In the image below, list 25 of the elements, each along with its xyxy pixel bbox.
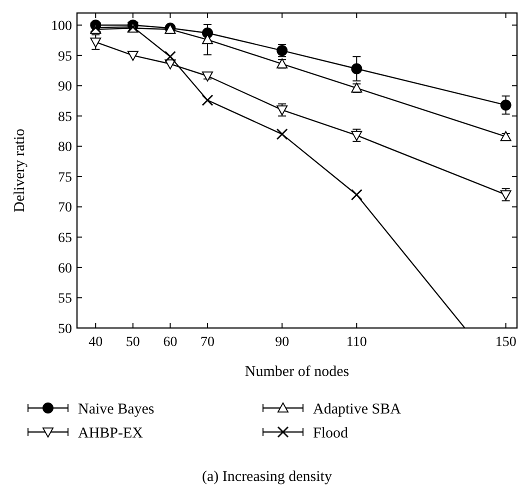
x-tick-label: 60 [163,335,178,350]
text: (a) Increasing density [202,469,332,485]
y-tick-label: 85 [58,110,72,125]
x-tick-label: 50 [126,335,140,350]
y-tick-label: 70 [58,200,72,216]
x-tick-label: 90 [275,335,290,350]
y-tick-label: 50 [58,322,72,337]
x-axis-title: Number of nodes [244,364,350,380]
y-tick-label: 60 [58,261,72,276]
legend-label: Naive Bayes [78,401,154,418]
legend-label: AHBP-EX [78,425,144,442]
y-tick-label: 65 [58,231,72,246]
y-tick-label: 100 [51,19,72,34]
legend-label: Flood [313,425,349,442]
x-tick-label: 70 [200,335,215,350]
y-tick-label: 75 [58,170,72,186]
y-tick-label: 90 [58,80,72,95]
x-tick-label: 110 [346,335,367,350]
y-axis-title: Delivery ratio [12,128,28,212]
y-tick-label: 80 [58,140,72,156]
x-tick-label: 150 [495,335,516,350]
y-tick-label: 95 [58,49,72,64]
legend-label: Adaptive SBA [313,401,402,418]
x-tick-label: 40 [88,335,103,350]
y-tick-label: 55 [58,292,72,307]
